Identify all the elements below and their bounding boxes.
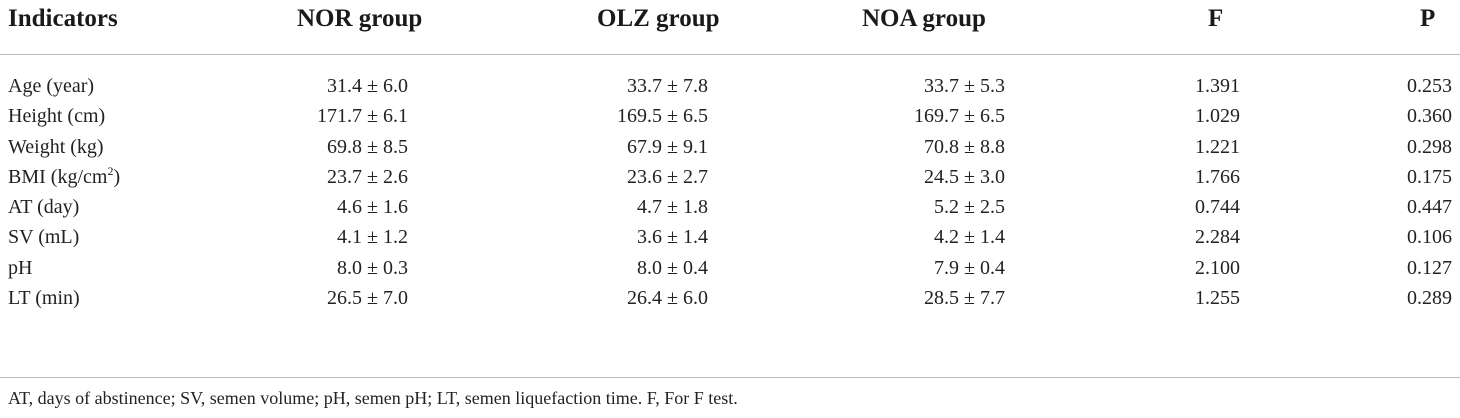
cell-nor: 8.0 ± 0.3 bbox=[337, 256, 408, 279]
cell-nor: 171.7 ± 6.1 bbox=[317, 105, 408, 128]
cell-p: 0.106 bbox=[1407, 226, 1452, 249]
cell-indicator: AT (day) bbox=[8, 196, 80, 219]
cell-indicator: pH bbox=[8, 256, 33, 279]
cell-p: 0.298 bbox=[1407, 135, 1452, 158]
cell-p: 0.253 bbox=[1407, 75, 1452, 97]
cell-olz: 33.7 ± 7.8 bbox=[627, 75, 708, 97]
table-footnote: AT, days of abstinence; SV, semen volume… bbox=[8, 388, 738, 408]
cell-f: 1.029 bbox=[1195, 105, 1240, 128]
table-row: SV (mL) 4.1 ± 1.2 3.6 ± 1.4 4.2 ± 1.4 2.284 0… bbox=[0, 222, 1460, 252]
table-row: Age (year) 31.4 ± 6.0 33.7 ± 7.8 33.7 ± 5.3… bbox=[0, 71, 1460, 101]
cell-f: 1.391 bbox=[1195, 75, 1240, 97]
cell-p: 0.447 bbox=[1407, 196, 1452, 219]
cell-indicator: Age (year) bbox=[8, 75, 95, 97]
cell-f: 0.744 bbox=[1195, 196, 1240, 219]
cell-noa: 5.2 ± 2.5 bbox=[934, 196, 1005, 219]
header-noa-group: NOA group bbox=[862, 5, 986, 32]
table-row: BMI (kg/cm2) 23.7 ± 2.6 23.6 ± 2.7 24.5 ± 3… bbox=[0, 162, 1460, 192]
cell-indicator: SV (mL) bbox=[8, 226, 80, 249]
table-body: Age (year) 31.4 ± 6.0 33.7 ± 7.8 33.7 ± 5.3… bbox=[0, 71, 1460, 313]
cell-noa: 28.5 ± 7.7 bbox=[924, 287, 1005, 310]
cell-noa: 33.7 ± 5.3 bbox=[924, 75, 1005, 97]
cell-noa: 70.8 ± 8.8 bbox=[924, 135, 1005, 158]
table-bottom-rule bbox=[0, 377, 1460, 378]
header-nor-group: NOR group bbox=[297, 5, 423, 32]
cell-indicator: Weight (kg) bbox=[8, 135, 104, 158]
header-olz-group: OLZ group bbox=[597, 5, 720, 32]
table-header-row: Indicators NOR group OLZ group NOA group… bbox=[0, 0, 1460, 55]
cell-f: 1.221 bbox=[1195, 135, 1240, 158]
cell-p: 0.127 bbox=[1407, 256, 1452, 279]
cell-noa: 7.9 ± 0.4 bbox=[934, 256, 1005, 279]
data-table: Indicators NOR group OLZ group NOA group… bbox=[0, 0, 1460, 408]
cell-p: 0.175 bbox=[1407, 165, 1452, 188]
table-row: Height (cm) 171.7 ± 6.1 169.5 ± 6.5 169.7 ±… bbox=[0, 101, 1460, 131]
cell-indicator: BMI (kg/cm2) bbox=[8, 163, 121, 188]
header-indicators: Indicators bbox=[8, 5, 118, 32]
table-row: pH 8.0 ± 0.3 8.0 ± 0.4 7.9 ± 0.4 2.100 0.127 bbox=[0, 253, 1460, 283]
cell-olz: 3.6 ± 1.4 bbox=[637, 226, 708, 249]
cell-nor: 4.1 ± 1.2 bbox=[337, 226, 408, 249]
cell-indicator: LT (min) bbox=[8, 287, 80, 310]
cell-nor: 26.5 ± 7.0 bbox=[327, 287, 408, 310]
cell-p: 0.289 bbox=[1407, 287, 1452, 310]
cell-f: 1.766 bbox=[1195, 165, 1240, 188]
cell-noa: 169.7 ± 6.5 bbox=[914, 105, 1005, 128]
cell-olz: 169.5 ± 6.5 bbox=[617, 105, 708, 128]
cell-olz: 23.6 ± 2.7 bbox=[627, 165, 708, 188]
cell-olz: 26.4 ± 6.0 bbox=[627, 287, 708, 310]
cell-olz: 8.0 ± 0.4 bbox=[637, 256, 708, 279]
table-row: AT (day) 4.6 ± 1.6 4.7 ± 1.8 5.2 ± 2.5 0.744… bbox=[0, 192, 1460, 222]
cell-nor: 69.8 ± 8.5 bbox=[327, 135, 408, 158]
cell-nor: 31.4 ± 6.0 bbox=[327, 75, 408, 97]
cell-f: 2.284 bbox=[1195, 226, 1240, 249]
cell-olz: 67.9 ± 9.1 bbox=[627, 135, 708, 158]
cell-p: 0.360 bbox=[1407, 105, 1452, 128]
header-p: P bbox=[1420, 5, 1436, 32]
table-row: Weight (kg) 69.8 ± 8.5 67.9 ± 9.1 70.8 ± 8.… bbox=[0, 132, 1460, 162]
cell-olz: 4.7 ± 1.8 bbox=[637, 196, 708, 219]
cell-f: 2.100 bbox=[1195, 256, 1240, 279]
cell-f: 1.255 bbox=[1195, 287, 1240, 310]
cell-nor: 23.7 ± 2.6 bbox=[327, 165, 408, 188]
cell-noa: 4.2 ± 1.4 bbox=[934, 226, 1005, 249]
cell-noa: 24.5 ± 3.0 bbox=[924, 165, 1005, 188]
header-f: F bbox=[1208, 5, 1224, 32]
cell-indicator: Height (cm) bbox=[8, 105, 106, 128]
table-row: LT (min) 26.5 ± 7.0 26.4 ± 6.0 28.5 ± 7.7 1.… bbox=[0, 283, 1460, 313]
cell-nor: 4.6 ± 1.6 bbox=[337, 196, 408, 219]
